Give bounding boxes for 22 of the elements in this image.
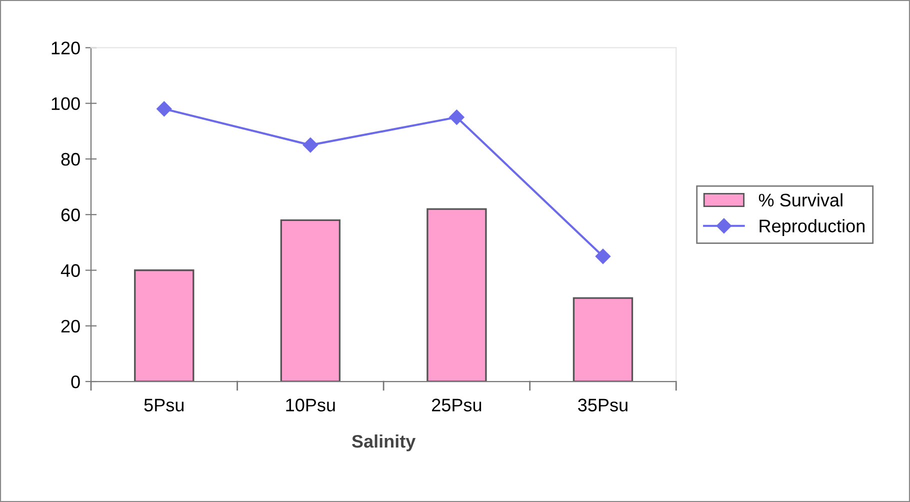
y-tick-label: 20 (61, 320, 80, 333)
bar (426, 208, 487, 382)
point (449, 110, 464, 125)
x-tick-label: 35Psu (578, 398, 628, 412)
y-tick-label: 120 (52, 42, 80, 54)
x-tick-label: 10Psu (286, 398, 335, 412)
y-tick-label: 0 (71, 375, 80, 388)
point (302, 137, 318, 153)
legend-label: Reproduction (760, 219, 864, 236)
y-tick-label: 60 (61, 208, 80, 222)
point (595, 248, 611, 264)
y-tick-label: 80 (61, 152, 80, 166)
y-tick-label: 100 (52, 97, 80, 110)
x-tick-label: 25Psu (432, 398, 482, 412)
x-axis-title: Salinity (352, 434, 416, 452)
point (156, 101, 172, 116)
bar (572, 297, 634, 382)
y-tick-label: 40 (60, 264, 80, 277)
bar (134, 269, 194, 382)
bar (280, 219, 341, 382)
x-tick-label: 5Psu (144, 398, 184, 412)
legend-label: % Survival (758, 193, 842, 207)
